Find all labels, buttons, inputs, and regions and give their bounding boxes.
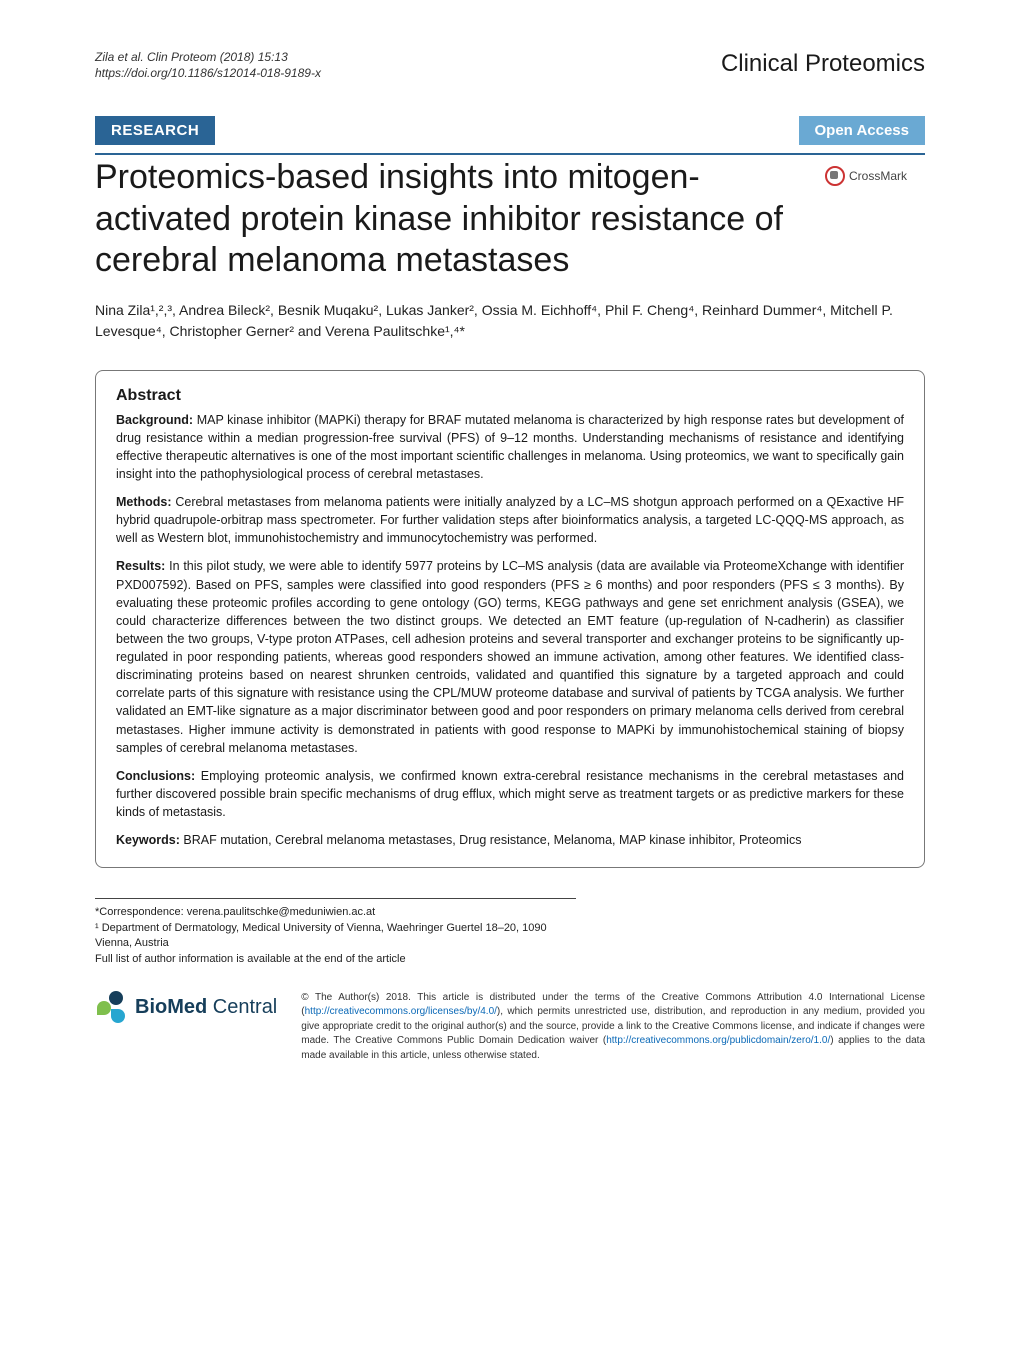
correspondence-line: *Correspondence: verena.paulitschke@medu…	[95, 905, 576, 920]
abstract-conclusions: Conclusions: Employing proteomic analysi…	[116, 767, 904, 821]
conclusions-text: Employing proteomic analysis, we confirm…	[116, 769, 904, 819]
abstract-keywords: Keywords: BRAF mutation, Cerebral melano…	[116, 831, 904, 849]
full-list-line: Full list of author information is avail…	[95, 952, 576, 967]
citation-line-1: Zila et al. Clin Proteom (2018) 15:13	[95, 50, 321, 66]
copyright-text: © The Author(s) 2018. This article is di…	[301, 991, 925, 1064]
article-title: Proteomics-based insights into mitogen-a…	[95, 157, 825, 281]
waiver-link[interactable]: http://creativecommons.org/publicdomain/…	[606, 1035, 830, 1046]
results-text: In this pilot study, we were able to ide…	[116, 559, 904, 754]
crossmark-label: CrossMark	[849, 169, 907, 183]
abstract-results: Results: In this pilot study, we were ab…	[116, 557, 904, 756]
results-label: Results:	[116, 559, 165, 573]
bmc-swirl-icon	[95, 991, 129, 1025]
footer-row: BioMed Central © The Author(s) 2018. Thi…	[95, 991, 925, 1064]
crossmark-badge[interactable]: CrossMark	[825, 163, 925, 189]
journal-name: Clinical Proteomics	[721, 50, 925, 78]
crossmark-icon	[825, 166, 845, 186]
banner-row: RESEARCH Open Access	[95, 116, 925, 145]
biomed-central-logo[interactable]: BioMed Central	[95, 991, 277, 1025]
keywords-text: BRAF mutation, Cerebral melanoma metasta…	[180, 833, 802, 847]
abstract-box: Abstract Background: MAP kinase inhibito…	[95, 370, 925, 869]
page-container: Zila et al. Clin Proteom (2018) 15:13 ht…	[0, 0, 1020, 1103]
keywords-label: Keywords:	[116, 833, 180, 847]
banner-rule	[95, 153, 925, 155]
citation-block: Zila et al. Clin Proteom (2018) 15:13 ht…	[95, 50, 321, 81]
conclusions-label: Conclusions:	[116, 769, 195, 783]
bmc-logo-light: Central	[213, 996, 277, 1018]
background-text: MAP kinase inhibitor (MAPKi) therapy for…	[116, 413, 904, 481]
background-label: Background:	[116, 413, 193, 427]
citation-line-2: https://doi.org/10.1186/s12014-018-9189-…	[95, 66, 321, 82]
open-access-badge: Open Access	[799, 116, 926, 145]
header-row: Zila et al. Clin Proteom (2018) 15:13 ht…	[95, 50, 925, 81]
bmc-logo-bold: BioMed	[135, 996, 207, 1018]
abstract-heading: Abstract	[116, 387, 904, 405]
methods-label: Methods:	[116, 495, 172, 509]
abstract-background: Background: MAP kinase inhibitor (MAPKi)…	[116, 411, 904, 484]
title-row: Proteomics-based insights into mitogen-a…	[95, 157, 925, 281]
author-list: Nina Zila¹,²,³, Andrea Bileck², Besnik M…	[95, 300, 925, 342]
license-link[interactable]: http://creativecommons.org/licenses/by/4…	[305, 1006, 497, 1017]
research-badge: RESEARCH	[95, 116, 215, 145]
abstract-methods: Methods: Cerebral metastases from melano…	[116, 493, 904, 547]
affiliation-line: ¹ Department of Dermatology, Medical Uni…	[95, 921, 576, 952]
methods-text: Cerebral metastases from melanoma patien…	[116, 495, 904, 545]
footnotes-block: *Correspondence: verena.paulitschke@medu…	[95, 898, 576, 967]
